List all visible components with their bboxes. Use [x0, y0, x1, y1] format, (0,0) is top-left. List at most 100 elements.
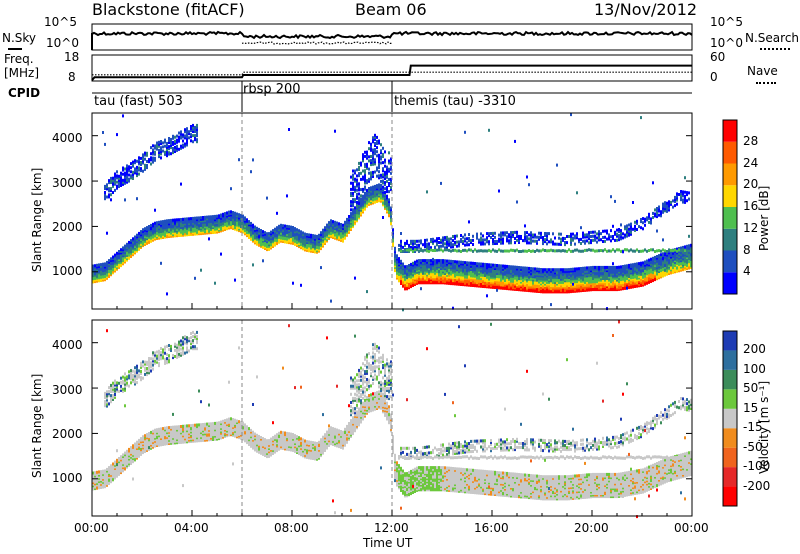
power-cell: [304, 235, 306, 239]
power-cell: [464, 265, 466, 269]
power-cell: [532, 276, 534, 280]
power-cell: [520, 282, 522, 286]
power-cell: [516, 265, 518, 269]
power-cell: [502, 270, 504, 274]
power-cell: [216, 227, 218, 231]
power-cell: [338, 230, 340, 234]
power-cell: [116, 266, 118, 270]
power-cell: [292, 237, 294, 241]
power-cell: [186, 135, 188, 139]
power-cell: [262, 259, 264, 263]
power-cell: [624, 277, 626, 281]
power-cell: [156, 145, 158, 149]
power-cell: [362, 189, 364, 193]
power-cell: [664, 273, 666, 277]
power-cell: [192, 216, 194, 220]
power-cell: [160, 225, 162, 229]
power-cell: [660, 275, 662, 279]
power-cell: [492, 273, 494, 277]
power-cell: [532, 267, 534, 271]
power-cell: [114, 172, 116, 176]
power-cell: [494, 249, 496, 253]
power-cell: [578, 279, 580, 283]
power-cell: [308, 249, 310, 253]
power-cell: [554, 290, 556, 294]
power-cell: [238, 221, 240, 225]
power-cell: [546, 232, 548, 236]
power-cell: [156, 221, 158, 225]
power-cell: [676, 260, 678, 264]
power-cell: [500, 283, 502, 287]
power-cell: [158, 155, 160, 159]
power-cell: [232, 217, 234, 221]
power-cell: [180, 222, 182, 226]
power-cell: [456, 268, 458, 272]
power-cell: [398, 277, 400, 281]
power-cell: [236, 225, 238, 229]
power-cell: [406, 276, 408, 280]
power-cell: [632, 275, 634, 279]
power-cell: [138, 236, 140, 240]
power-cell: [590, 285, 592, 289]
power-cell: [642, 267, 644, 271]
power-cell: [102, 272, 104, 276]
power-cell: [420, 239, 422, 243]
power-cell: [638, 249, 640, 253]
power-cell: [252, 239, 254, 243]
power-cell: [500, 273, 502, 277]
power-cell: [168, 231, 170, 235]
power-cell: [662, 265, 664, 268]
power-cell: [562, 287, 564, 291]
power-cell: [468, 243, 470, 247]
power-cell: [550, 269, 552, 273]
power-cell: [606, 278, 608, 282]
power-cell: [326, 223, 328, 227]
power-cell: [338, 231, 340, 235]
power-cell: [170, 152, 172, 156]
power-cell: [524, 284, 526, 287]
power-cell: [446, 270, 448, 274]
power-cell: [438, 279, 440, 283]
power-cell: [444, 279, 446, 283]
power-cell: [394, 254, 396, 258]
power-cell: [212, 216, 214, 220]
power-cell: [288, 233, 290, 237]
power-cell: [610, 269, 612, 273]
power-cell: [624, 278, 626, 282]
power-cell: [476, 281, 478, 285]
power-cell: [286, 224, 288, 228]
power-cell: [538, 274, 540, 278]
power-cell: [540, 282, 542, 286]
power-cell: [502, 269, 504, 273]
power-cell: [620, 281, 622, 285]
power-cell: [540, 290, 542, 294]
power-cell: [576, 273, 578, 277]
power-cell: [220, 227, 222, 231]
power-cell: [672, 261, 674, 265]
power-cell: [174, 231, 176, 235]
power-cell: [488, 234, 490, 238]
power-cell: [354, 185, 356, 189]
power-cell: [534, 270, 536, 274]
power-cell: [582, 271, 584, 275]
power-cell: [440, 275, 442, 278]
power-cell: [544, 276, 546, 280]
power-cell: [504, 277, 506, 281]
power-cell: [114, 266, 116, 270]
power-cell: [124, 254, 126, 258]
power-cell: [112, 257, 114, 261]
power-cell: [544, 277, 546, 281]
power-cell: [504, 267, 506, 271]
power-cell: [530, 283, 532, 286]
power-cell: [186, 137, 188, 141]
power-cell: [610, 288, 612, 292]
power-cell: [422, 262, 424, 266]
power-cell: [190, 217, 192, 221]
power-cell: [646, 249, 648, 253]
power-cell: [216, 214, 218, 218]
power-cell: [126, 168, 128, 172]
power-cell: [604, 270, 606, 274]
power-cell: [292, 227, 294, 231]
power-cell: [498, 239, 500, 243]
power-cell: [564, 288, 566, 292]
